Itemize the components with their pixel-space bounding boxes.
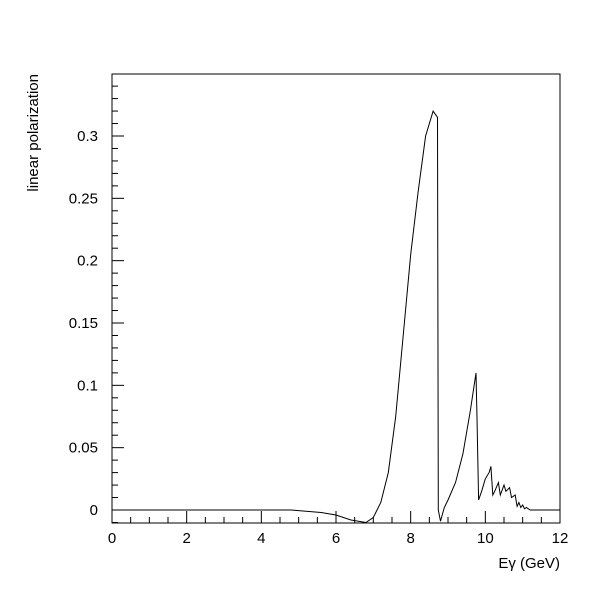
x-tick-labels: 0 2 4 6 8 10 12 [108, 530, 569, 547]
y-tick-label: 0.15 [69, 315, 98, 332]
plot-frame [111, 73, 561, 524]
y-axis-label: linear polarization [25, 74, 42, 192]
y-tick-labels: 0 0.05 0.1 0.15 0.2 0.25 0.3 [69, 128, 98, 519]
x-tick-label: 4 [257, 530, 265, 547]
x-tick-label: 10 [477, 530, 494, 547]
y-tick-label: 0.05 [69, 440, 98, 457]
x-tick-label: 8 [406, 530, 414, 547]
y-tick-label: 0.25 [69, 190, 98, 207]
x-tick-label: 2 [182, 530, 190, 547]
y-tick-label: 0.2 [77, 253, 98, 270]
y-tick-label: 0.1 [77, 377, 98, 394]
polarization-curve [112, 109, 560, 524]
y-tick-label: 0 [90, 502, 98, 519]
x-tick-label: 6 [332, 530, 340, 547]
y-tick-label: 0.3 [77, 128, 98, 145]
axis-ticks [111, 85, 561, 523]
x-tick-label: 12 [552, 530, 569, 547]
x-tick-label: 0 [108, 530, 116, 547]
x-axis-label: Eγ (GeV) [498, 555, 560, 572]
